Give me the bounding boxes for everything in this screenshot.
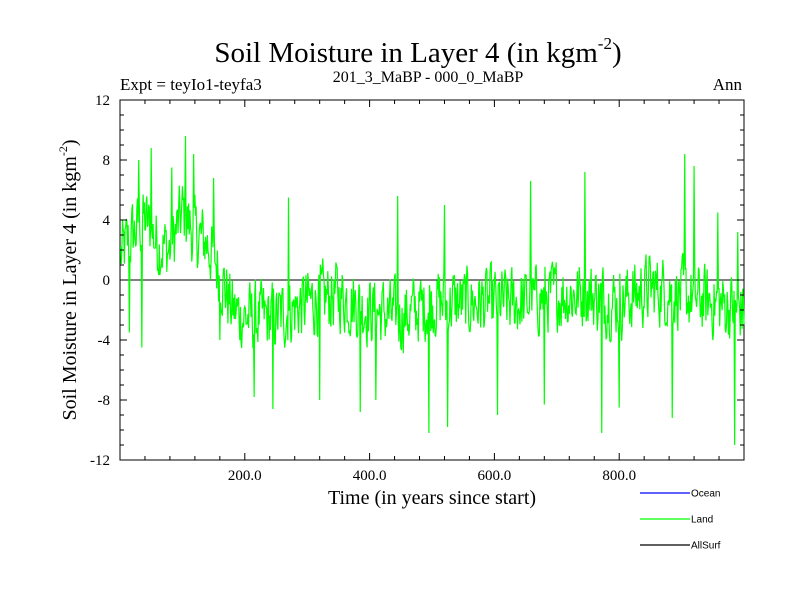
y-tick-label: 4 <box>103 213 111 229</box>
y-tick-label: 0 <box>103 273 111 289</box>
x-tick-label: 400.0 <box>353 468 387 484</box>
legend-label-ocean: Ocean <box>691 489 720 500</box>
series-line-land <box>120 135 745 446</box>
x-tick-label: 800.0 <box>602 468 636 484</box>
legend: Ocean Land AllSurf <box>640 489 721 552</box>
y-tick-label: 8 <box>103 153 111 169</box>
chart-title: Soil Moisture in Layer 4 (in kgm-2) <box>214 34 621 69</box>
y-tick-label: 12 <box>95 93 110 109</box>
y-tick-label: -4 <box>98 333 111 349</box>
y-tick-label: -12 <box>90 453 110 469</box>
experiment-label: Expt = teyIo1-teyfa3 <box>120 75 262 94</box>
x-axis-label: Time (in years since start) <box>328 487 536 509</box>
y-axis-ticks: -12 -8 -4 0 4 8 12 <box>90 93 744 469</box>
y-axis-label: Soil Moisture in Layer 4 (in kgm-2) <box>56 139 81 420</box>
period-label: 201_3_MaBP - 000_0_MaBP <box>333 69 524 86</box>
legend-label-land: Land <box>691 515 713 526</box>
legend-label-allsurf: AllSurf <box>691 541 721 552</box>
y-tick-label: -8 <box>98 393 111 409</box>
x-tick-label: 600.0 <box>478 468 512 484</box>
season-label: Ann <box>713 75 743 94</box>
x-axis-ticks: 200.0 400.0 600.0 800.0 <box>144 100 720 484</box>
series-group <box>120 135 745 446</box>
x-tick-label: 200.0 <box>228 468 262 484</box>
